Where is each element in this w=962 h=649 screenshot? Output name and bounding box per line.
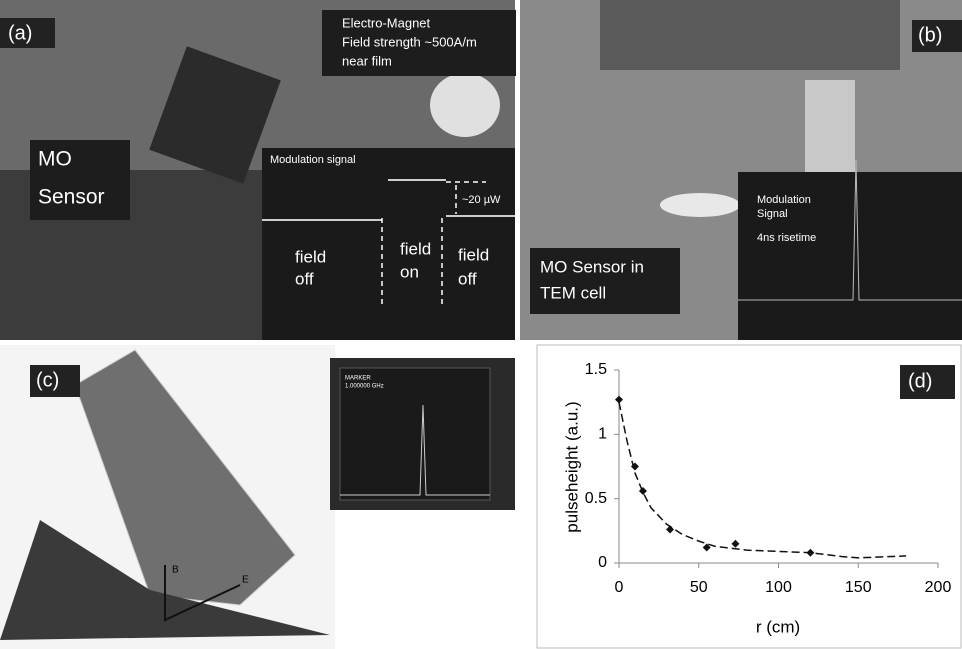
panel-label: (a) [8, 22, 32, 44]
axis-letter: E [242, 575, 249, 586]
figure: (a) Electro-Magnet Field strength ~500A/… [0, 0, 962, 649]
axis-letter: B [172, 565, 179, 576]
scope-title: Signal [757, 208, 788, 220]
state: off [295, 269, 314, 288]
panel-label: (b) [918, 24, 942, 46]
y-tick-label: 0 [598, 554, 607, 571]
y-tick-label: 1.5 [585, 361, 607, 378]
scope-title: Modulation [757, 194, 811, 206]
x-tick-label: 0 [615, 579, 624, 596]
coil [660, 193, 740, 217]
instrument [600, 0, 900, 70]
y-tick-label: 1 [598, 426, 607, 443]
x-tick-label: 50 [690, 579, 708, 596]
callout-text: MO [38, 148, 72, 171]
x-axis-title: r (cm) [756, 617, 800, 636]
marker-text: MARKER [345, 376, 371, 382]
scope-screen [262, 148, 515, 340]
callout-text: Sensor [38, 186, 105, 209]
pillar [805, 80, 855, 180]
state: field [400, 239, 431, 258]
x-tick-label: 200 [925, 579, 952, 596]
x-tick-label: 100 [765, 579, 792, 596]
scope-note: ~20 µW [462, 194, 501, 206]
callout-text: TEM cell [540, 283, 606, 302]
panel-label: (d) [908, 370, 932, 392]
disk [430, 73, 500, 137]
state: field [295, 247, 326, 266]
y-tick-label: 0.5 [585, 490, 607, 507]
state: on [400, 262, 419, 281]
state: field [458, 245, 489, 264]
scope-title: Modulation signal [270, 154, 356, 166]
state: off [458, 269, 477, 288]
callout-text: Electro-Magnet [342, 15, 431, 30]
y-axis-title: pulseheight (a.u.) [562, 401, 581, 532]
panel-label: (c) [36, 369, 59, 391]
callout-text: near film [342, 53, 392, 68]
scope-note: 4ns risetime [757, 232, 816, 244]
marker-text: 1.000000 GHz [345, 384, 384, 390]
x-tick-label: 150 [845, 579, 872, 596]
callout-text: MO Sensor in [540, 257, 644, 276]
callout-text: Field strength ~500A/m [342, 34, 477, 49]
